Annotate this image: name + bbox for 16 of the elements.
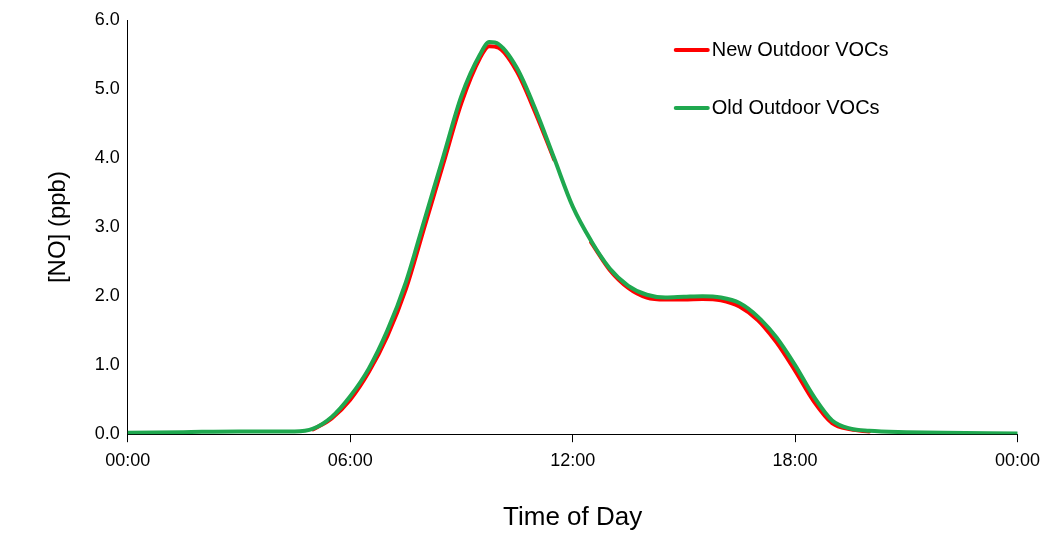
y-tick-label: 6.0 (94, 8, 120, 29)
y-axis-title: [NO] (ppb) (43, 171, 71, 284)
y-tick-label: 5.0 (94, 78, 120, 98)
x-tick-label: 06:00 (327, 449, 373, 470)
y-tick-label: 3.0 (94, 216, 120, 237)
x-tick-label: 00:00 (105, 449, 151, 470)
x-tick-label: 12:00 (550, 449, 596, 470)
legend-label: Old Outdoor VOCs (711, 95, 880, 118)
y-tick-label: 0.0 (94, 423, 120, 444)
y-tick-label: 1.0 (94, 354, 120, 375)
legend-label: New Outdoor VOCs (711, 37, 889, 60)
y-tick-label: 4.0 (94, 147, 120, 168)
x-axis-title: Time of Day (503, 500, 643, 531)
y-tick-label: 2.0 (94, 285, 120, 306)
x-tick-label: 18:00 (772, 449, 818, 470)
x-tick-label: 00:00 (994, 449, 1040, 470)
